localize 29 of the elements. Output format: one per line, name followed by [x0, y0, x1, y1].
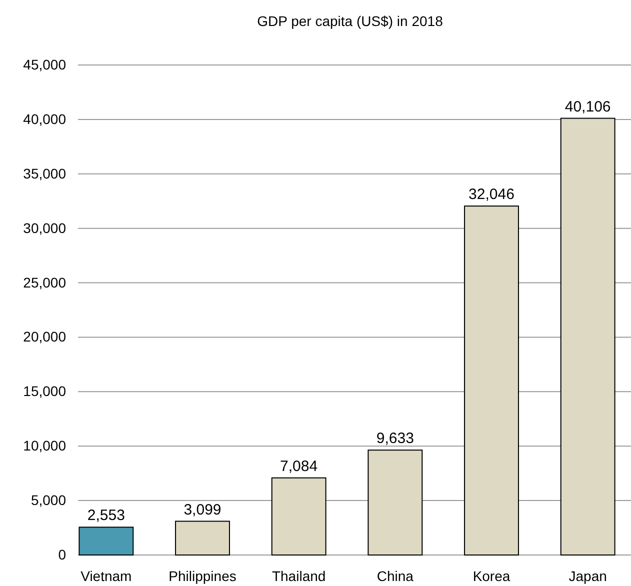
- x-tick-label: Philippines: [168, 568, 236, 584]
- y-tick-label: 10,000: [23, 438, 66, 454]
- y-tick-label: 15,000: [23, 383, 66, 400]
- x-tick-label: Vietnam: [80, 568, 132, 584]
- y-tick-label: 30,000: [23, 220, 66, 236]
- chart-title: GDP per capita (US$) in 2018: [257, 13, 444, 29]
- data-label: 40,106: [564, 98, 611, 116]
- bar: [78, 526, 134, 556]
- bar: [464, 206, 519, 556]
- bar: [271, 477, 326, 556]
- data-label: 2,553: [87, 507, 125, 524]
- y-tick-label: 20,000: [23, 328, 66, 345]
- data-label: 9,633: [376, 430, 414, 448]
- bar: [560, 118, 616, 556]
- bar: [368, 450, 423, 556]
- x-tick-label: China: [376, 568, 414, 584]
- data-label: 3,099: [184, 501, 222, 518]
- x-tick-label: Japan: [568, 568, 607, 584]
- y-tick-label: 0: [58, 546, 66, 562]
- data-label: 32,046: [468, 186, 514, 204]
- y-tick-label: 5,000: [30, 492, 66, 508]
- x-tick-label: Thailand: [272, 568, 326, 584]
- y-tick-label: 40,000: [23, 110, 66, 127]
- y-tick-label: 45,000: [23, 56, 66, 72]
- y-tick-label: 35,000: [23, 165, 66, 182]
- x-tick-label: Korea: [472, 568, 510, 584]
- data-label: 7,084: [280, 458, 318, 475]
- bar: [175, 520, 230, 556]
- y-tick-label: 25,000: [23, 274, 66, 290]
